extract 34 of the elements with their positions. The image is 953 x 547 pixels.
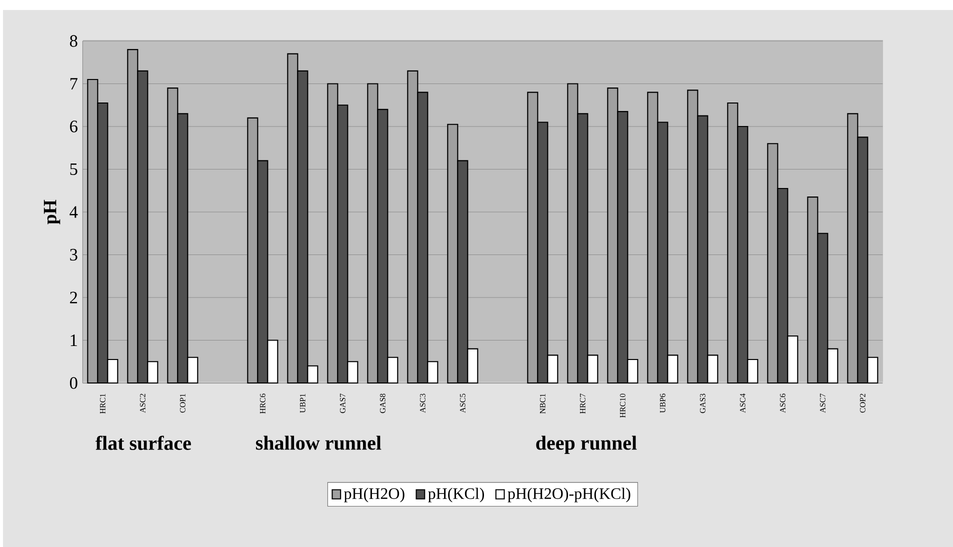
x-tick-label: ASC5: [460, 394, 466, 413]
x-tick-label: HRC10: [620, 394, 626, 418]
x-tick-label: ASC4: [740, 394, 746, 413]
text: deep runnel: [536, 436, 637, 454]
x-tick-label: COP2: [860, 394, 866, 413]
y-tick-label: 8: [70, 35, 78, 47]
text: flat surface: [96, 436, 191, 450]
y-tick-label: 7: [70, 78, 78, 90]
x-tick-label: COP1: [180, 394, 186, 413]
y-tick-label: 1: [70, 334, 77, 346]
x-tick-label: HRC7: [580, 394, 586, 414]
y-tick-label: 0: [70, 377, 78, 389]
y-tick-label: 3: [70, 248, 78, 261]
x-tick-label: HRC1: [100, 394, 106, 414]
x-tick-label: ASC7: [820, 394, 826, 413]
x-tick-label: GAS7: [340, 394, 346, 414]
legend-label: pH(KCl): [428, 488, 484, 502]
x-tick-label: ASC3: [420, 394, 426, 413]
y-tick-label: 5: [70, 163, 78, 176]
x-tick-label: GAS3: [700, 394, 706, 414]
x-tick-label: UBP1: [300, 394, 306, 413]
x-tick-label: HRC6: [260, 394, 266, 414]
y-tick-label: 4: [70, 206, 78, 218]
legend-label: pH(H2O): [344, 488, 404, 502]
x-tick-label: UBP6: [660, 394, 666, 413]
text: shallow runnel: [256, 436, 382, 450]
x-tick-label: GAS8: [380, 394, 386, 414]
y-axis-title: pH: [44, 200, 60, 224]
y-tick-label: 2: [70, 292, 78, 304]
x-tick-label: ASC6: [780, 394, 786, 413]
x-tick-label: NBC1: [540, 394, 546, 414]
y-tick-label: 6: [70, 120, 78, 132]
x-tick-label: ASC2: [140, 394, 146, 413]
legend-label: pH(H2O)-pH(KCl): [508, 488, 630, 502]
